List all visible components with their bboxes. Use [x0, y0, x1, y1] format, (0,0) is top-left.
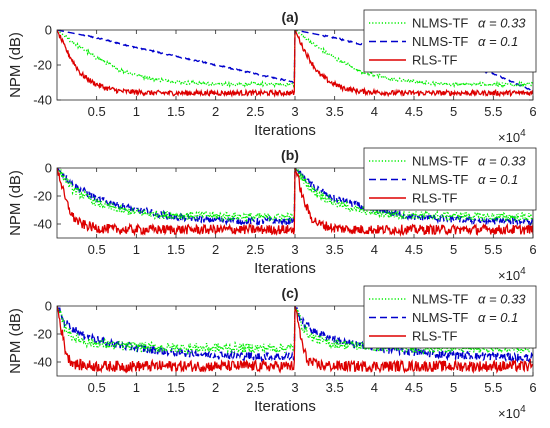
panel-title: (c) [281, 285, 298, 301]
legend-label: NLMS-TF [412, 16, 468, 31]
x-multiplier-exp: 4 [520, 128, 526, 139]
x-tick-label: 1 [133, 104, 140, 119]
x-tick-label: 5.5 [484, 104, 502, 119]
y-tick-label: 0 [45, 23, 52, 38]
series-line-nlms-tf-033 [57, 306, 533, 356]
legend-alpha: α = 0.1 [478, 172, 518, 187]
legend-alpha: α = 0.33 [478, 16, 526, 31]
x-tick-label: 4.5 [405, 380, 423, 395]
x-multiplier-base: ×10 [498, 268, 520, 283]
x-multiplier-base: ×10 [498, 130, 520, 145]
x-tick-label: 2.5 [246, 380, 264, 395]
legend-label: NLMS-TF [412, 154, 468, 169]
y-axis-label: NPM (dB) [7, 170, 24, 236]
x-tick-label: 1 [133, 242, 140, 257]
x-tick-label: 5.5 [484, 380, 502, 395]
x-multiplier-exp: 4 [520, 266, 526, 277]
x-tick-label: 5 [450, 242, 457, 257]
panel-title: (b) [281, 147, 299, 163]
x-tick-label: 6 [529, 242, 536, 257]
y-tick-label: -40 [33, 93, 52, 108]
x-tick-label: 4 [371, 242, 378, 257]
x-tick-label: 5 [450, 104, 457, 119]
series-line-nlms-tf-033 [57, 168, 533, 223]
legend-alpha: α = 0.1 [478, 34, 518, 49]
x-tick-label: 3.5 [326, 242, 344, 257]
x-tick-label: 0.5 [88, 104, 106, 119]
x-tick-label: 2 [212, 380, 219, 395]
legend-alpha: α = 0.33 [478, 292, 526, 307]
x-multiplier: ×104 [498, 404, 526, 421]
x-tick-label: 1.5 [167, 380, 185, 395]
x-tick-label: 3.5 [326, 104, 344, 119]
x-tick-label: 3 [291, 104, 298, 119]
x-tick-label: 3.5 [326, 380, 344, 395]
y-tick-label: -20 [33, 327, 52, 342]
x-multiplier-base: ×10 [498, 406, 520, 421]
legend: NLMS-TF α = 0.33 NLMS-TF α = 0.1 RLS-TF [363, 285, 537, 349]
x-tick-label: 6 [529, 104, 536, 119]
series-line-nlms-tf-01 [57, 306, 533, 363]
series-line-rls-tf [57, 168, 533, 237]
series-group [57, 306, 533, 374]
x-axis-label: Iterations [254, 398, 316, 415]
legend: NLMS-TF α = 0.33 NLMS-TF α = 0.1 RLS-TF [363, 147, 537, 211]
x-tick-label: 3 [291, 242, 298, 257]
legend-alpha: α = 0.1 [478, 310, 518, 325]
series-line-nlms-tf-01 [57, 168, 533, 227]
series-line-rls-tf [57, 306, 533, 374]
y-tick-label: -20 [33, 58, 52, 73]
x-tick-label: 5 [450, 380, 457, 395]
legend-label: RLS-TF [412, 329, 458, 344]
x-axis-label: Iterations [254, 260, 316, 277]
y-tick-label: 0 [45, 161, 52, 176]
panel-title: (a) [281, 9, 298, 25]
series-group [57, 168, 533, 237]
legend-label: NLMS-TF [412, 34, 468, 49]
y-axis-label: NPM (dB) [7, 308, 24, 374]
panel-a: 0.5 1 1.5 2 2.5 3 3.5 4 4.5 5 5.5 6 0 -20 -40 (a) Iterat… [7, 9, 537, 145]
legend-alpha: α = 0.33 [478, 154, 526, 169]
y-tick-label: -40 [33, 355, 52, 370]
legend-label: NLMS-TF [412, 172, 468, 187]
x-tick-label: 1.5 [167, 242, 185, 257]
x-axis-label: Iterations [254, 122, 316, 139]
legend-label: NLMS-TF [412, 292, 468, 307]
x-tick-label: 2 [212, 104, 219, 119]
x-tick-label: 2 [212, 242, 219, 257]
x-tick-label: 4 [371, 104, 378, 119]
legend-label: RLS-TF [412, 53, 458, 68]
x-tick-label: 3 [291, 380, 298, 395]
x-tick-label: 5.5 [484, 242, 502, 257]
x-tick-label: 0.5 [88, 380, 106, 395]
x-tick-label: 0.5 [88, 242, 106, 257]
x-multiplier: ×104 [498, 128, 526, 145]
x-tick-label: 2.5 [246, 242, 264, 257]
x-tick-label: 1.5 [167, 104, 185, 119]
x-tick-label: 4.5 [405, 104, 423, 119]
x-multiplier-exp: 4 [520, 404, 526, 415]
x-multiplier: ×104 [498, 266, 526, 283]
x-tick-label: 1 [133, 380, 140, 395]
legend: NLMS-TF α = 0.33 NLMS-TF α = 0.1 RLS-TF [363, 9, 537, 73]
y-tick-label: 0 [45, 299, 52, 314]
panel-c: 0.5 1 1.5 2 2.5 3 3.5 4 4.5 5 5.5 6 0 -20 -40 (c) Iterat… [7, 285, 537, 421]
x-tick-label: 4 [371, 380, 378, 395]
y-axis-label: NPM (dB) [7, 32, 24, 98]
y-tick-label: -20 [33, 189, 52, 204]
legend-label: NLMS-TF [412, 310, 468, 325]
x-tick-label: 6 [529, 380, 536, 395]
x-tick-label: 2.5 [246, 104, 264, 119]
series-line-nlms-tf-033 [57, 30, 533, 89]
panel-b: 0.5 1 1.5 2 2.5 3 3.5 4 4.5 5 5.5 6 0 -20 -40 (b) Iterat… [7, 147, 537, 283]
series-line-rls-tf [57, 30, 533, 98]
legend-label: RLS-TF [412, 191, 458, 206]
x-tick-label: 4.5 [405, 242, 423, 257]
y-tick-label: -40 [33, 217, 52, 232]
